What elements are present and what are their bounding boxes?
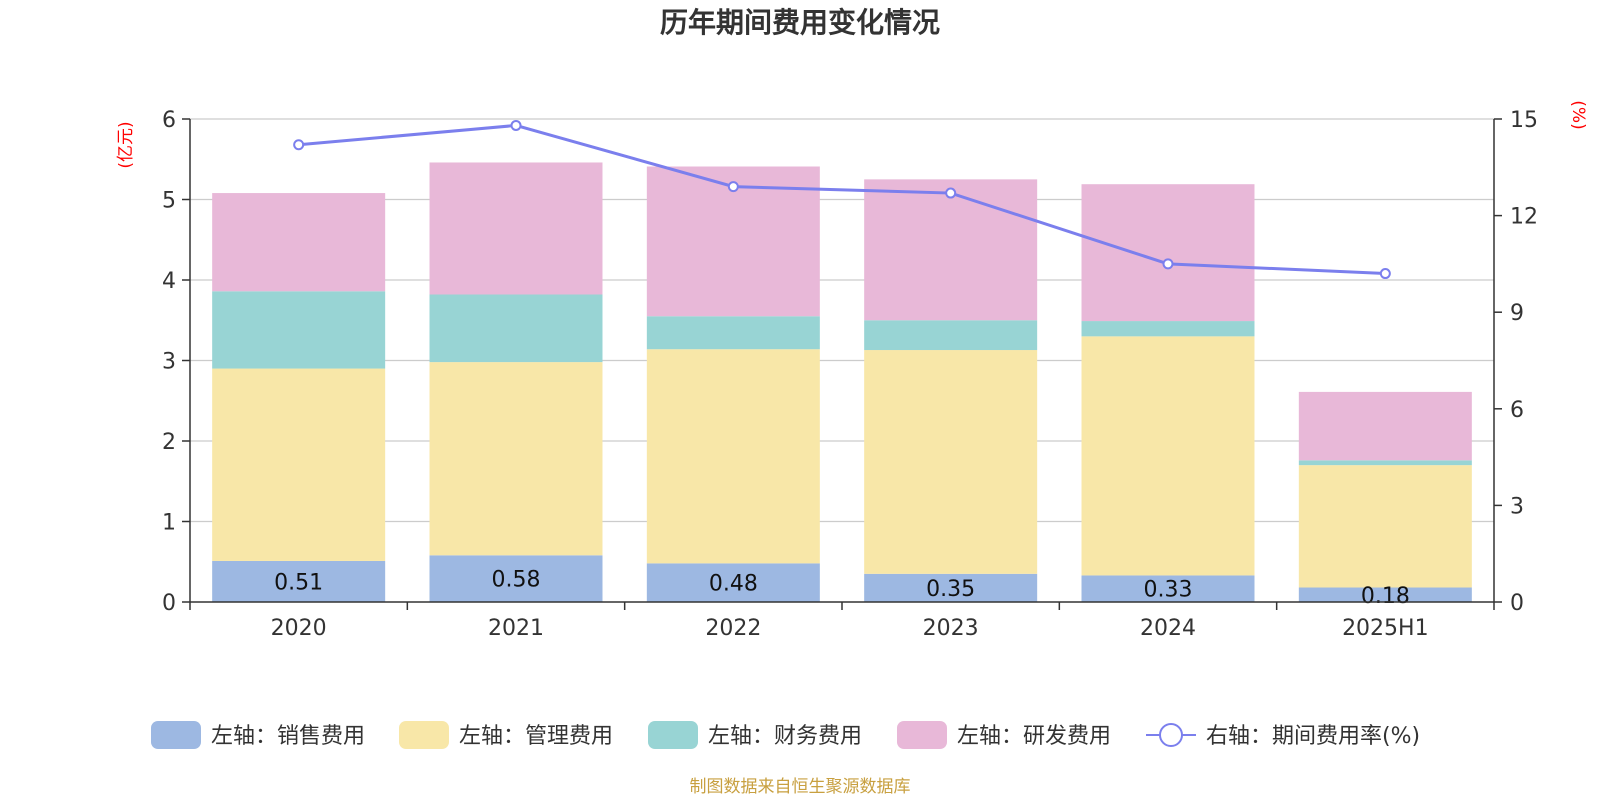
left-axis-tick-label: 1 — [162, 511, 176, 536]
legend-label: 右轴：期间费用率(%) — [1206, 724, 1420, 749]
bar-segment — [212, 560, 386, 602]
bar-data-label: 0.58 — [492, 568, 541, 593]
x-axis-tick-label: 2020 — [271, 616, 327, 641]
expense-rate-point — [1379, 268, 1391, 280]
legend-label: 左轴：财务费用 — [708, 724, 862, 749]
bar-data-label: 0.48 — [709, 572, 758, 597]
bars — [212, 162, 1472, 602]
bar-segment — [429, 294, 603, 363]
bar-data-label: 0.35 — [926, 577, 975, 602]
legend-swatch — [151, 721, 201, 749]
left-axis-unit: (亿元) — [116, 121, 136, 168]
left-axis-tick-label: 0 — [162, 591, 176, 616]
expense-rate-point — [1162, 258, 1174, 270]
source-note: 制图数据来自恒生聚源数据库 — [690, 777, 911, 797]
bar-segment — [864, 573, 1038, 602]
bar-segment — [1298, 587, 1472, 602]
legend-swatch — [897, 721, 947, 749]
bar-segment — [646, 349, 820, 564]
bar-segment — [1081, 575, 1255, 602]
bar-segment — [1081, 336, 1255, 576]
right-axis-tick-label: 12 — [1510, 205, 1538, 230]
bar-data-label: 0.18 — [1361, 584, 1410, 609]
legend-label: 左轴：销售费用 — [211, 724, 365, 749]
left-axis-tick-label: 3 — [162, 350, 176, 375]
expense-rate-point — [293, 139, 305, 151]
bar-segment — [1081, 184, 1255, 322]
bar-segment — [429, 162, 603, 295]
bar-segment — [864, 179, 1038, 321]
x-axis-tick-label: 2022 — [705, 616, 761, 641]
bar-data-label: 0.51 — [274, 570, 323, 595]
bar-data-label: 0.33 — [1144, 578, 1193, 603]
bar-segment — [1298, 391, 1472, 461]
right-axis-tick-label: 0 — [1510, 591, 1524, 616]
expense-rate-point — [945, 187, 957, 199]
right-axis-tick-label: 9 — [1510, 301, 1524, 326]
bar-segment — [212, 368, 386, 561]
right-axis-tick-label: 3 — [1510, 494, 1524, 519]
right-axis-tick-label: 15 — [1510, 108, 1538, 133]
left-axis-tick-label: 2 — [162, 430, 176, 455]
x-axis-tick-label: 2025H1 — [1342, 616, 1429, 641]
legend-swatch — [648, 721, 698, 749]
bar-segment — [212, 291, 386, 369]
chart-title: 历年期间费用变化情况 — [660, 6, 940, 39]
legend-swatch — [399, 721, 449, 749]
bar-segment — [429, 362, 603, 556]
expense-rate-line — [293, 119, 1391, 280]
legend-label: 左轴：研发费用 — [957, 724, 1111, 749]
right-axis-tick-label: 6 — [1510, 398, 1524, 423]
expense-rate-polyline — [298, 123, 1386, 276]
bar-segment — [429, 555, 603, 602]
bar-segment — [1298, 465, 1472, 588]
bar-segment — [646, 316, 820, 350]
bar-segment — [1298, 460, 1472, 466]
legend-marker — [1159, 723, 1183, 747]
expense-rate-point — [510, 119, 522, 131]
left-axis-tick-label: 5 — [162, 189, 176, 214]
bar-segment — [212, 193, 386, 292]
bar-segment — [1081, 321, 1255, 337]
legend: 左轴：销售费用 左轴：管理费用 左轴：财务费用 左轴：研发费用 右轴：期间费用率(%) — [151, 721, 1420, 749]
bar-segment — [864, 320, 1038, 351]
bar-segment — [864, 350, 1038, 574]
x-axis-tick-label: 2021 — [488, 616, 544, 641]
right-axis-unit: (%) — [1568, 100, 1588, 129]
expense-rate-point — [727, 181, 739, 193]
left-axis-tick-label: 4 — [162, 269, 176, 294]
bar-segment — [646, 563, 820, 602]
gridlines — [190, 118, 1494, 523]
legend-label: 左轴：管理费用 — [459, 724, 613, 749]
x-axis-tick-label: 2023 — [923, 616, 979, 641]
bar-labels: 0.51 0.58 0.48 0.35 0.33 0.18 — [274, 568, 1410, 609]
x-axis-tick-label: 2024 — [1140, 616, 1196, 641]
left-axis-tick-label: 6 — [162, 108, 176, 133]
